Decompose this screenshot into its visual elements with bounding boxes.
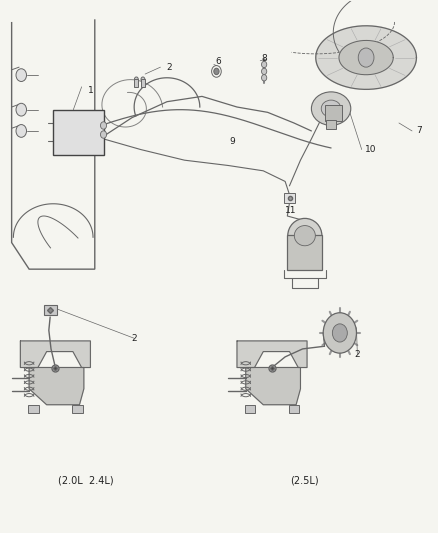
Bar — [288, 405, 298, 413]
Text: 1: 1 — [87, 85, 93, 94]
Polygon shape — [315, 26, 416, 90]
Text: 2: 2 — [131, 334, 137, 343]
Circle shape — [261, 75, 266, 81]
Text: 2: 2 — [166, 63, 172, 71]
Circle shape — [322, 313, 356, 353]
Bar — [28, 405, 39, 413]
Circle shape — [16, 69, 26, 82]
Text: 9: 9 — [229, 137, 235, 146]
Circle shape — [357, 48, 373, 67]
Circle shape — [100, 131, 106, 138]
Bar — [43, 305, 57, 316]
Circle shape — [16, 125, 26, 138]
Text: 10: 10 — [364, 145, 375, 154]
Circle shape — [261, 61, 266, 68]
Bar — [283, 193, 294, 203]
Bar — [141, 79, 145, 87]
Text: 7: 7 — [415, 126, 420, 135]
Bar — [134, 79, 138, 87]
FancyBboxPatch shape — [324, 105, 341, 121]
Polygon shape — [29, 368, 84, 405]
Text: (2.5L): (2.5L) — [290, 475, 318, 485]
FancyBboxPatch shape — [53, 110, 103, 155]
Polygon shape — [20, 341, 90, 368]
Text: (2.0L  2.4L): (2.0L 2.4L) — [58, 475, 113, 485]
Circle shape — [16, 103, 26, 116]
Bar — [244, 405, 255, 413]
Polygon shape — [237, 341, 306, 368]
Bar — [72, 405, 82, 413]
FancyBboxPatch shape — [287, 235, 321, 270]
Ellipse shape — [311, 92, 350, 125]
Circle shape — [332, 324, 346, 342]
Ellipse shape — [287, 219, 321, 253]
Text: 11: 11 — [284, 206, 296, 215]
Text: 8: 8 — [261, 54, 267, 62]
Text: 2: 2 — [354, 350, 359, 359]
Circle shape — [100, 122, 106, 129]
Ellipse shape — [293, 225, 314, 246]
Polygon shape — [338, 41, 392, 75]
Bar — [325, 120, 336, 129]
Ellipse shape — [134, 77, 138, 82]
Circle shape — [261, 68, 266, 75]
Circle shape — [213, 68, 219, 75]
Ellipse shape — [321, 100, 340, 117]
Text: 6: 6 — [215, 58, 221, 66]
Polygon shape — [245, 368, 300, 405]
Ellipse shape — [141, 77, 145, 82]
